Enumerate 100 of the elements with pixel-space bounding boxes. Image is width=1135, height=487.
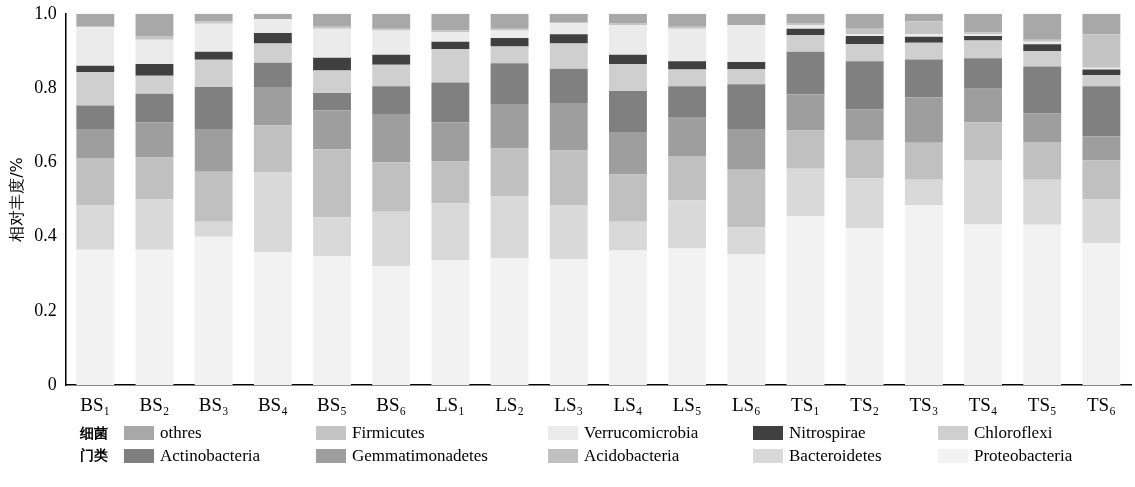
bar [1082, 34, 1121, 68]
bar [549, 23, 588, 35]
bar [1082, 242, 1121, 386]
legend-label: Nitrospirae [789, 422, 866, 443]
bar [135, 93, 174, 123]
bar [845, 28, 884, 35]
bar [1082, 86, 1121, 137]
bar [727, 254, 766, 386]
y-tick-label: 0.6 [34, 151, 57, 172]
bar [668, 86, 707, 118]
bar [609, 131, 647, 175]
bar [76, 205, 115, 250]
bar [786, 94, 825, 131]
bar [727, 13, 766, 25]
bar [727, 69, 766, 85]
bar [372, 30, 411, 55]
bar [1023, 179, 1062, 225]
bar [845, 61, 884, 110]
bar [253, 43, 292, 63]
bar [76, 249, 115, 386]
bar [609, 91, 647, 132]
bar [372, 162, 411, 212]
bar [135, 249, 174, 386]
bar [904, 59, 943, 98]
bar [964, 58, 1002, 89]
bar [668, 156, 707, 201]
bar [313, 110, 351, 150]
x-tick-label: TS₂ [850, 393, 880, 415]
bar [372, 64, 411, 87]
bar [904, 142, 943, 180]
y-tick-label: 0 [47, 373, 57, 394]
y-tick-label: 0.8 [34, 76, 57, 97]
y-tick-label: 1.0 [34, 2, 57, 23]
bar [194, 171, 233, 222]
bar [76, 72, 115, 106]
bar [904, 21, 943, 35]
x-tick-label: TS₅ [1027, 393, 1057, 415]
bar [431, 161, 470, 204]
x-tick-label: LS₆ [731, 393, 761, 415]
bar [1082, 136, 1121, 161]
y-tick-label: 0.2 [34, 299, 57, 320]
legend-label: Bacteroidetes [789, 445, 882, 466]
bar [964, 160, 1002, 225]
bar [1082, 160, 1121, 200]
bar [786, 13, 825, 24]
bar [194, 86, 233, 129]
bar [253, 33, 292, 44]
bar [372, 266, 411, 386]
bar [194, 236, 233, 386]
bar [845, 44, 884, 62]
bar [549, 102, 588, 151]
x-tick-label: BS₃ [198, 393, 229, 415]
bar [135, 122, 174, 158]
bar [253, 252, 292, 386]
bar [904, 34, 943, 37]
bar [431, 32, 470, 42]
bar [727, 24, 766, 63]
bar [964, 88, 1002, 123]
bar [313, 28, 351, 58]
bar [845, 109, 884, 141]
bar [313, 13, 351, 27]
bar [135, 75, 174, 94]
bar [1082, 199, 1121, 243]
bar [1082, 75, 1121, 87]
bar [786, 168, 825, 217]
bar [1023, 13, 1062, 40]
x-tick-label: LS₄ [613, 393, 643, 415]
bar [313, 217, 351, 257]
bar [1023, 113, 1062, 142]
bar [609, 24, 647, 55]
bar [194, 128, 233, 172]
bar [253, 13, 292, 20]
bar [549, 68, 588, 103]
bar [490, 258, 529, 386]
bar [76, 105, 115, 129]
bar [786, 130, 825, 169]
bar [1023, 141, 1062, 180]
bar [786, 28, 825, 35]
bar [313, 149, 351, 218]
bar [194, 51, 233, 60]
x-tick-label: LS₅ [672, 393, 702, 415]
bar [431, 203, 470, 261]
bar [904, 42, 943, 60]
bar [372, 54, 411, 65]
bar [727, 62, 766, 70]
bar [549, 13, 588, 22]
bar [845, 178, 884, 229]
bar [76, 26, 115, 66]
bar [135, 63, 174, 76]
bar [727, 128, 766, 170]
bar [668, 200, 707, 249]
bar [904, 13, 943, 22]
bar [964, 122, 1002, 161]
bar [431, 260, 470, 386]
bar [194, 23, 233, 52]
bar [609, 54, 647, 64]
bar [253, 172, 292, 253]
bar [904, 179, 943, 206]
bar [549, 150, 588, 206]
bar [431, 122, 470, 162]
